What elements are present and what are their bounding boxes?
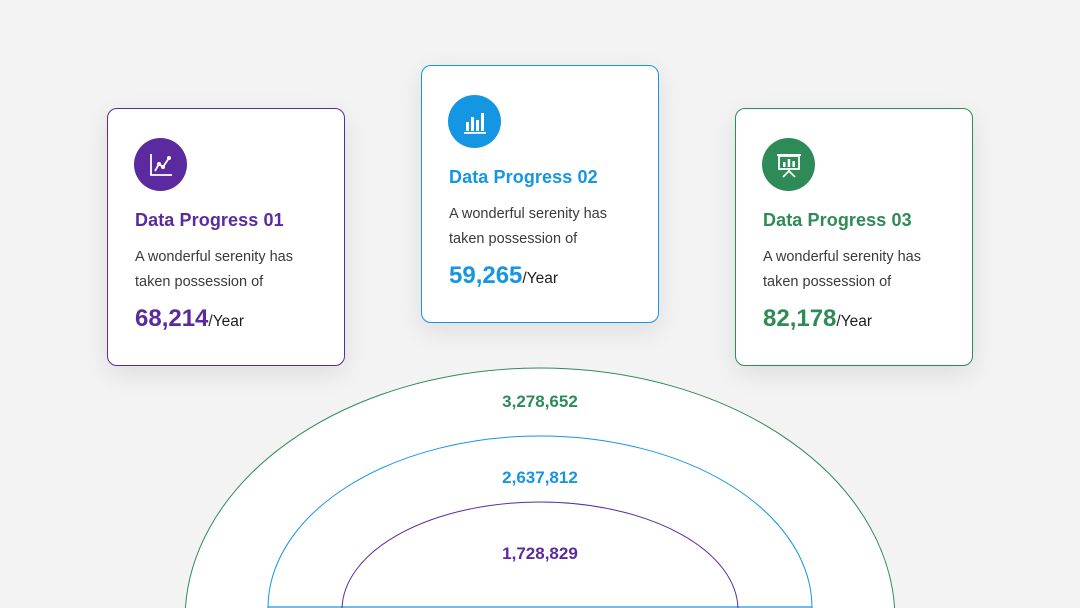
card-value-unit: /Year bbox=[836, 313, 873, 330]
card-value-unit: /Year bbox=[208, 313, 245, 330]
card-value: 82,178/Year bbox=[763, 305, 872, 333]
card-title: Data Progress 03 bbox=[763, 210, 912, 230]
card-value: 68,214/Year bbox=[135, 305, 244, 333]
data-progress-card-03: Data Progress 03 A wonderful serenity ha… bbox=[735, 108, 973, 366]
outer-arc-value: 3,278,652 bbox=[502, 392, 578, 411]
bar-chart-icon bbox=[448, 95, 501, 148]
data-progress-card-01: Data Progress 01 A wonderful serenity ha… bbox=[107, 108, 345, 366]
card-value-number: 68,214 bbox=[135, 305, 209, 332]
card-value: 59,265/Year bbox=[449, 262, 558, 290]
data-progress-card-02: Data Progress 02 A wonderful serenity ha… bbox=[421, 65, 659, 323]
inner-arc-value: 1,728,829 bbox=[502, 544, 578, 563]
card-title: Data Progress 02 bbox=[449, 167, 598, 187]
line-chart-icon bbox=[134, 138, 187, 191]
outer-arc bbox=[184, 367, 896, 608]
card-description: A wonderful serenity has taken possessio… bbox=[449, 206, 607, 247]
card-value-number: 59,265 bbox=[449, 262, 523, 289]
presentation-board-icon bbox=[762, 138, 815, 191]
card-description: A wonderful serenity has taken possessio… bbox=[135, 249, 293, 290]
middle-arc-value: 2,637,812 bbox=[502, 468, 578, 487]
card-value-number: 82,178 bbox=[763, 305, 837, 332]
card-title: Data Progress 01 bbox=[135, 210, 284, 230]
card-description: A wonderful serenity has taken possessio… bbox=[763, 249, 921, 290]
middle-arc bbox=[267, 435, 813, 608]
inner-arc bbox=[341, 501, 739, 608]
card-value-unit: /Year bbox=[522, 270, 559, 287]
